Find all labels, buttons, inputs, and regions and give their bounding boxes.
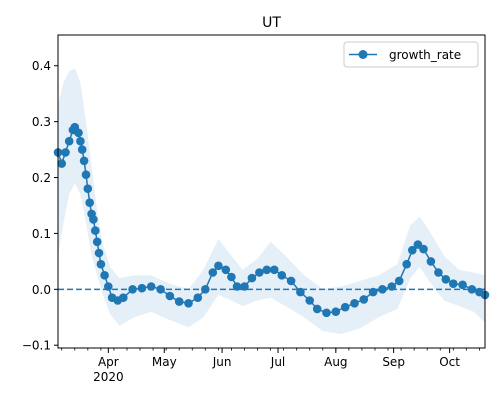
legend-frame [343,41,479,68]
y-tick-label: 0.3 [32,115,51,129]
data-point [57,159,66,168]
data-point [441,275,451,284]
data-point [128,285,137,294]
data-point [81,170,91,179]
x-tick-label: Apr [98,355,119,369]
data-point [61,148,70,157]
data-point [240,282,249,291]
x-tick-label: May [152,355,177,369]
axes-frame [57,34,486,349]
data-point [449,279,458,289]
data-point [467,285,477,294]
x-tick-label: Aug [324,355,347,369]
y-tick-label: −0.1 [22,339,51,353]
data-point [165,291,175,301]
data-point [286,276,296,286]
data-point [214,261,223,271]
data-point [208,268,218,277]
data-point [96,259,106,269]
data-point [350,299,359,308]
legend: growth_rate [343,41,479,68]
data-point [89,215,98,224]
data-point [277,271,287,280]
x-tick-label: Jul [270,355,285,369]
data-point [426,257,436,266]
data-point [359,295,369,304]
data-point [76,136,85,146]
data-point [232,282,242,291]
y-tick-label: 0.2 [32,171,51,185]
data-point [408,245,417,255]
data-point [331,307,341,317]
chart-title: UT [262,15,281,31]
data-point [146,282,156,291]
y-tick-label: 0.0 [32,283,51,297]
data-point [270,265,279,275]
y-tick-label: 0.1 [32,227,51,241]
data-point [227,272,236,282]
data-point [119,293,128,303]
data-point [94,248,104,258]
data-point [419,244,428,254]
data-point [378,285,387,294]
data-point [312,304,322,314]
data-point [100,271,109,280]
data-point [221,265,231,275]
x-tick-sublabel: 2020 [93,370,124,384]
data-point [184,299,193,308]
data-point [79,156,89,166]
x-tick-label: Jun [212,355,232,369]
data-point [193,293,203,303]
plot-area [53,68,490,334]
x-tick-label: Oct [439,355,460,369]
data-point [387,282,397,291]
data-point [340,302,350,312]
data-point [305,296,315,305]
data-point [201,285,210,294]
data-point [255,268,264,277]
data-point [394,276,404,286]
data-point [458,280,467,290]
data-point [64,136,74,146]
data-point [92,237,102,247]
data-point [104,282,113,291]
data-point [91,226,100,235]
data-point [368,287,378,297]
legend-label-growth-rate: growth_rate [389,48,461,62]
data-point [296,287,305,297]
y-tick-label: 0.4 [32,59,51,73]
data-point [77,145,87,154]
data-point [74,128,83,138]
data-point [402,259,412,269]
data-point [83,184,93,193]
data-point [137,283,147,293]
data-point [156,285,165,294]
x-tick-label: Sep [382,355,405,369]
data-point [322,308,331,318]
data-point [262,265,272,275]
data-point [434,268,443,277]
data-point [247,273,257,283]
data-point [174,297,184,306]
confidence-band [58,68,485,334]
data-point [85,198,94,207]
legend-marker-swatch [358,50,368,59]
